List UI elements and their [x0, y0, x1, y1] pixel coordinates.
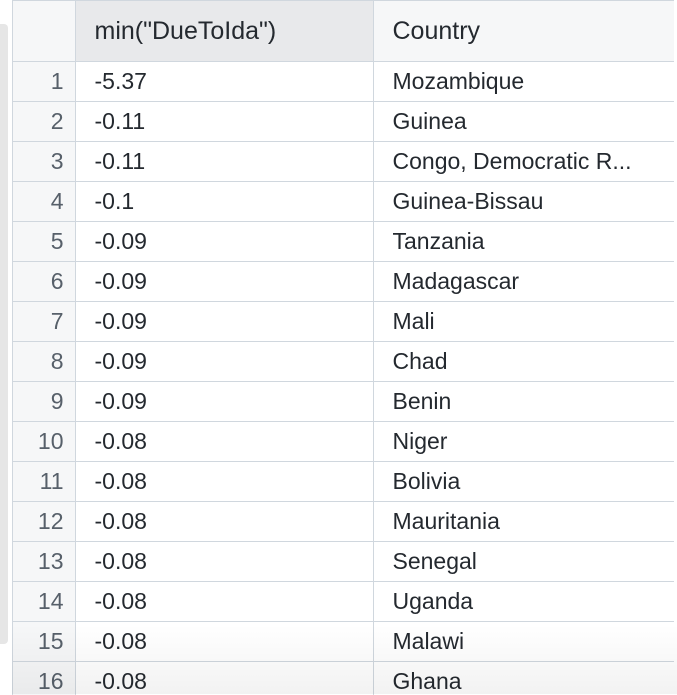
cell-min-duetoida[interactable]: -0.08	[75, 462, 373, 502]
row-number: 3	[13, 142, 75, 182]
cell-min-duetoida[interactable]: -0.09	[75, 302, 373, 342]
cell-country[interactable]: Benin	[373, 382, 674, 422]
cell-country[interactable]: Guinea	[373, 102, 674, 142]
row-number: 16	[13, 662, 75, 695]
cell-min-duetoida[interactable]: -0.08	[75, 502, 373, 542]
row-number: 7	[13, 302, 75, 342]
cell-min-duetoida[interactable]: -0.11	[75, 102, 373, 142]
cell-min-duetoida[interactable]: -0.08	[75, 662, 373, 695]
row-index-header[interactable]	[13, 1, 75, 62]
cell-country[interactable]: Tanzania	[373, 222, 674, 262]
header-row: min("DueToIda") Country	[13, 1, 674, 62]
row-number: 14	[13, 582, 75, 622]
row-number: 12	[13, 502, 75, 542]
cell-country[interactable]: Madagascar	[373, 262, 674, 302]
row-number: 13	[13, 542, 75, 582]
row-number: 8	[13, 342, 75, 382]
cell-min-duetoida[interactable]: -0.08	[75, 622, 373, 662]
cell-country[interactable]: Uganda	[373, 582, 674, 622]
row-number: 4	[13, 182, 75, 222]
cell-country[interactable]: Malawi	[373, 622, 674, 662]
cell-min-duetoida[interactable]: -0.08	[75, 422, 373, 462]
cell-min-duetoida[interactable]: -0.1	[75, 182, 373, 222]
column-header-country[interactable]: Country	[373, 1, 674, 62]
column-header-min-duetoida[interactable]: min("DueToIda")	[75, 1, 373, 62]
cell-country[interactable]: Mozambique	[373, 62, 674, 102]
cell-country[interactable]: Congo, Democratic R...	[373, 142, 674, 182]
vertical-scrollbar[interactable]	[0, 24, 8, 644]
cell-min-duetoida[interactable]: -0.08	[75, 542, 373, 582]
cell-min-duetoida[interactable]: -0.08	[75, 582, 373, 622]
cell-country[interactable]: Niger	[373, 422, 674, 462]
cell-country[interactable]: Bolivia	[373, 462, 674, 502]
cell-country[interactable]: Guinea-Bissau	[373, 182, 674, 222]
cell-country[interactable]: Ghana	[373, 662, 674, 695]
row-number: 6	[13, 262, 75, 302]
cell-min-duetoida[interactable]: -5.37	[75, 62, 373, 102]
cell-country[interactable]: Mauritania	[373, 502, 674, 542]
row-number: 11	[13, 462, 75, 502]
row-number: 9	[13, 382, 75, 422]
cell-min-duetoida[interactable]: -0.09	[75, 222, 373, 262]
cell-min-duetoida[interactable]: -0.09	[75, 262, 373, 302]
cell-country[interactable]: Mali	[373, 302, 674, 342]
row-number: 5	[13, 222, 75, 262]
cell-min-duetoida[interactable]: -0.11	[75, 142, 373, 182]
row-number: 2	[13, 102, 75, 142]
row-number: 1	[13, 62, 75, 102]
row-number: 15	[13, 622, 75, 662]
cell-min-duetoida[interactable]: -0.09	[75, 342, 373, 382]
cell-country[interactable]: Chad	[373, 342, 674, 382]
cell-country[interactable]: Senegal	[373, 542, 674, 582]
row-number: 10	[13, 422, 75, 462]
cell-min-duetoida[interactable]: -0.09	[75, 382, 373, 422]
